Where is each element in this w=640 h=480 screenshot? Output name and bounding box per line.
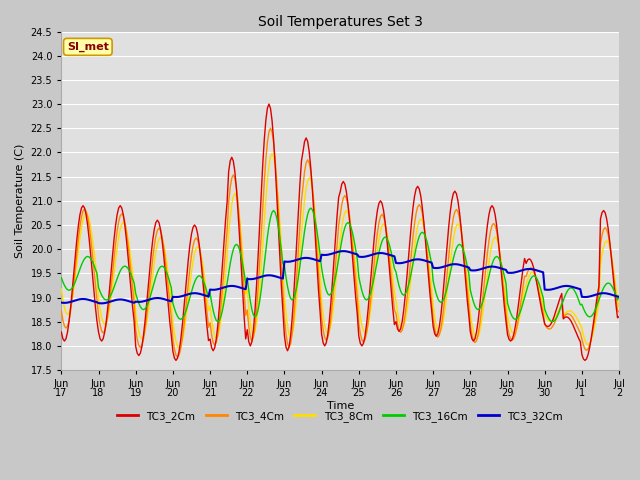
Legend: TC3_2Cm, TC3_4Cm, TC3_8Cm, TC3_16Cm, TC3_32Cm: TC3_2Cm, TC3_4Cm, TC3_8Cm, TC3_16Cm, TC3… (113, 407, 567, 426)
X-axis label: Time: Time (326, 401, 354, 411)
Title: Soil Temperatures Set 3: Soil Temperatures Set 3 (258, 15, 422, 29)
Text: SI_met: SI_met (67, 42, 109, 52)
Y-axis label: Soil Temperature (C): Soil Temperature (C) (15, 144, 25, 258)
